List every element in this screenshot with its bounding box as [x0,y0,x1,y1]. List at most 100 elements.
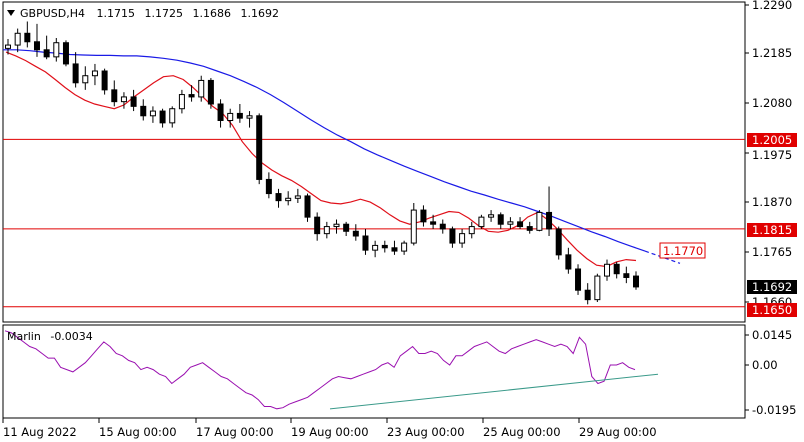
price-tick: 1.2080 [752,96,792,110]
time-tick: 17 Aug 00:00 [196,425,274,439]
candle-body [381,244,388,249]
candle-body [188,94,195,98]
candle-body [497,214,504,225]
current-price-value: 1.1692 [752,280,792,294]
candle-body [285,197,292,202]
candle-body [111,89,118,103]
candle-body [265,178,272,195]
candle-body [584,289,591,301]
candle-body [169,108,176,124]
time-tick: 25 Aug 00:00 [483,425,561,439]
candle-body [314,216,321,235]
candle-body [343,223,350,232]
candle-body [604,263,611,277]
dropdown-triangle-icon[interactable] [7,10,15,16]
fast-moving-average [5,51,637,268]
candle-body [410,209,417,244]
candle-body [401,242,408,252]
price-tick: 1.2185 [752,46,792,60]
candle-body [101,70,108,91]
candle-body [246,115,253,119]
candle-body [294,195,301,199]
oscillator-line [4,330,659,410]
candle-body [217,103,224,121]
open-value: 1.1715 [96,7,135,20]
candle-body [430,221,437,225]
symbol-label: GBPUSD,H4 [20,7,85,20]
candlesticks [5,21,639,305]
candle-body [420,209,427,223]
candle-body [140,105,147,117]
candle-body [120,96,127,103]
indicator-header: Marlin -0.0034 [7,330,93,343]
indicator-pane[interactable] [2,324,746,419]
price-tick: 1.2290 [752,0,792,12]
level-value: 1.1815 [752,223,792,237]
time-tick: 29 Aug 00:00 [579,425,657,439]
candle-body [633,275,639,288]
candle-body [91,70,98,77]
time-tick: 19 Aug 00:00 [291,425,369,439]
candle-body [594,275,601,301]
candle-body [488,214,495,218]
current-price-label: 1.1692 [747,280,797,294]
fast-ma-line [5,51,637,268]
candle-body [159,110,166,124]
high-value: 1.1725 [144,7,183,20]
level-value: 1.1650 [752,303,792,317]
candle-body [130,96,137,107]
candle-body [14,32,21,46]
candle-body [546,211,553,230]
time-tick: 15 Aug 00:00 [99,425,177,439]
slow-ma-line [3,49,646,252]
candle-body [439,223,446,230]
oscillator-line [4,330,636,410]
level-label-1: 1.2005 [747,133,797,147]
time-axis[interactable]: 11 Aug 2022 15 Aug 00:00 17 Aug 00:00 19… [2,418,657,439]
candle-body [468,226,475,235]
candle-body [333,223,340,228]
candle-body [33,41,40,51]
candle-body [24,32,31,43]
chart-header: GBPUSD,H4 1.1715 1.1725 1.1686 1.1692 [20,7,279,20]
price-tick: 1.1765 [752,245,792,259]
price-tick: 1.1975 [752,148,792,162]
candle-body [178,94,185,110]
indicator-tick: 0.0145 [752,328,792,342]
candle-body [227,112,234,122]
candle-body [459,233,466,244]
indicator-value: -0.0034 [50,330,92,343]
candle-body [304,195,311,218]
candle-body [555,228,562,256]
candle-body [526,226,533,231]
candle-body [478,216,485,228]
candle-body [623,273,630,278]
time-tick: 23 Aug 00:00 [387,425,465,439]
candle-body [391,247,398,252]
candle-body [362,235,369,251]
indicator-axis[interactable]: 0.0145 0.00 -0.0195 [745,328,796,417]
candle-body [449,228,456,244]
price-pane[interactable] [2,1,746,323]
level-label-3: 1.1650 [747,303,797,317]
price-tick: 1.1870 [752,195,792,209]
indicator-tick: 0.00 [752,358,778,372]
candle-body [198,79,205,98]
slow-moving-average [3,49,681,264]
candle-body [72,63,79,84]
candle-body [43,49,50,58]
time-tick: 11 Aug 2022 [3,425,77,439]
candle-body [53,42,60,58]
candle-body [372,244,379,251]
candle-body [256,115,263,180]
candle-body [536,211,543,231]
level-label-2: 1.1815 [747,223,797,237]
candle-body [5,44,11,49]
candle-body [575,268,582,291]
horizontal-levels [3,138,745,308]
close-value: 1.1692 [240,7,279,20]
candle-body [236,112,243,119]
candle-body [149,110,156,117]
candle-body [62,42,69,65]
